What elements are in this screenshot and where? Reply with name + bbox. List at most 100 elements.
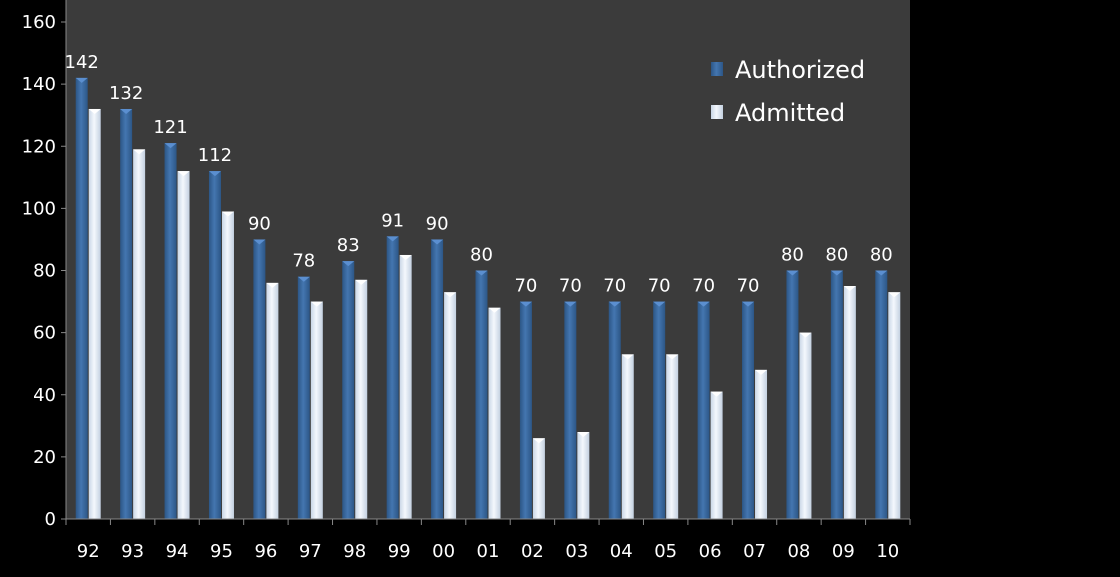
data-label-96: 90 — [248, 213, 271, 234]
bar-authorized-10 — [875, 270, 888, 519]
data-label-01: 80 — [470, 245, 493, 266]
bar-cap-authorized-93 — [120, 108, 133, 114]
bar-admitted-95 — [221, 211, 234, 519]
data-label-03: 70 — [559, 276, 582, 297]
y-tick-label-80: 80 — [33, 261, 56, 282]
legend-label-admitted: Admitted — [735, 99, 845, 127]
bar-authorized-07 — [742, 301, 755, 519]
bar-cap-admitted-92 — [88, 108, 101, 114]
x-tick-label-95: 95 — [210, 541, 233, 562]
legend: Authorized Admitted — [711, 56, 865, 127]
bar-cap-authorized-92 — [75, 77, 88, 83]
x-tick-label-09: 09 — [832, 541, 855, 562]
bar-admitted-02 — [532, 438, 545, 519]
data-label-98: 83 — [337, 235, 360, 256]
bar-authorized-09 — [830, 270, 843, 519]
bar-admitted-08 — [799, 332, 812, 519]
bar-admitted-10 — [888, 292, 901, 519]
y-tick-label-0: 0 — [45, 509, 56, 530]
y-tick-label-20: 20 — [33, 447, 56, 468]
bar-cap-authorized-09 — [830, 270, 843, 276]
x-tick-label-03: 03 — [565, 541, 588, 562]
y-tick-label-140: 140 — [22, 74, 56, 95]
bar-cap-authorized-96 — [253, 239, 266, 245]
data-label-94: 121 — [153, 117, 187, 138]
x-tick-label-00: 00 — [432, 541, 455, 562]
bar-cap-authorized-06 — [697, 301, 710, 307]
y-tick-label-60: 60 — [33, 323, 56, 344]
bar-authorized-95 — [208, 171, 221, 519]
bar-authorized-92 — [75, 77, 88, 519]
data-label-09: 80 — [825, 245, 848, 266]
data-label-00: 90 — [426, 213, 449, 234]
bar-admitted-03 — [577, 432, 590, 519]
bar-cap-admitted-03 — [577, 432, 590, 438]
bar-cap-authorized-10 — [875, 270, 888, 276]
legend-swatch-authorized — [711, 62, 723, 76]
y-tick-label-100: 100 — [22, 198, 56, 219]
bar-authorized-04 — [608, 301, 621, 519]
bar-authorized-08 — [786, 270, 799, 519]
x-tick-label-10: 10 — [876, 541, 899, 562]
y-tick-label-120: 120 — [22, 136, 56, 157]
bar-cap-admitted-00 — [444, 292, 457, 298]
x-tick-label-99: 99 — [388, 541, 411, 562]
bar-cap-authorized-99 — [386, 236, 399, 242]
bar-cap-admitted-99 — [399, 254, 412, 260]
data-label-05: 70 — [648, 276, 671, 297]
bar-admitted-92 — [88, 108, 101, 519]
bar-cap-admitted-95 — [221, 211, 234, 217]
data-label-10: 80 — [870, 245, 893, 266]
bar-cap-admitted-94 — [177, 171, 190, 177]
bar-authorized-02 — [519, 301, 532, 519]
x-tick-label-08: 08 — [787, 541, 810, 562]
bar-cap-admitted-96 — [266, 282, 279, 288]
bar-cap-admitted-98 — [355, 279, 368, 285]
bar-cap-admitted-04 — [621, 354, 634, 360]
bar-cap-authorized-05 — [653, 301, 666, 307]
bar-cap-authorized-04 — [608, 301, 621, 307]
data-label-97: 78 — [292, 251, 315, 272]
x-tick-label-96: 96 — [254, 541, 277, 562]
bar-cap-admitted-07 — [755, 369, 768, 375]
bar-cap-authorized-01 — [475, 270, 488, 276]
data-label-08: 80 — [781, 245, 804, 266]
bar-admitted-04 — [621, 354, 634, 519]
bar-admitted-94 — [177, 171, 190, 519]
x-tick-label-01: 01 — [477, 541, 500, 562]
bar-cap-authorized-03 — [564, 301, 577, 307]
x-tick-label-04: 04 — [610, 541, 633, 562]
bar-authorized-99 — [386, 236, 399, 520]
bar-admitted-06 — [710, 391, 723, 519]
bar-authorized-94 — [164, 143, 177, 520]
x-tick-label-06: 06 — [699, 541, 722, 562]
bar-admitted-05 — [666, 354, 679, 519]
data-label-92: 142 — [65, 52, 99, 73]
bar-cap-authorized-07 — [742, 301, 755, 307]
bar-admitted-98 — [355, 279, 368, 519]
bar-authorized-00 — [431, 239, 444, 519]
bar-cap-admitted-08 — [799, 332, 812, 338]
x-tick-label-97: 97 — [299, 541, 322, 562]
x-tick-label-93: 93 — [121, 541, 144, 562]
bar-admitted-96 — [266, 282, 279, 519]
x-tick-label-94: 94 — [166, 541, 189, 562]
x-tick-label-92: 92 — [77, 541, 100, 562]
data-label-93: 132 — [109, 83, 143, 104]
data-label-95: 112 — [198, 145, 232, 166]
bar-cap-admitted-93 — [133, 149, 146, 155]
bar-authorized-97 — [297, 276, 310, 519]
bar-authorized-06 — [697, 301, 710, 519]
data-label-99: 91 — [381, 210, 404, 231]
bar-authorized-96 — [253, 239, 266, 519]
bar-cap-authorized-98 — [342, 261, 355, 267]
bar-cap-authorized-97 — [297, 276, 310, 282]
x-tick-label-07: 07 — [743, 541, 766, 562]
data-label-02: 70 — [514, 276, 537, 297]
data-label-06: 70 — [692, 276, 715, 297]
bar-cap-authorized-08 — [786, 270, 799, 276]
bar-admitted-99 — [399, 254, 412, 519]
legend-label-authorized: Authorized — [735, 56, 865, 84]
bar-authorized-05 — [653, 301, 666, 519]
